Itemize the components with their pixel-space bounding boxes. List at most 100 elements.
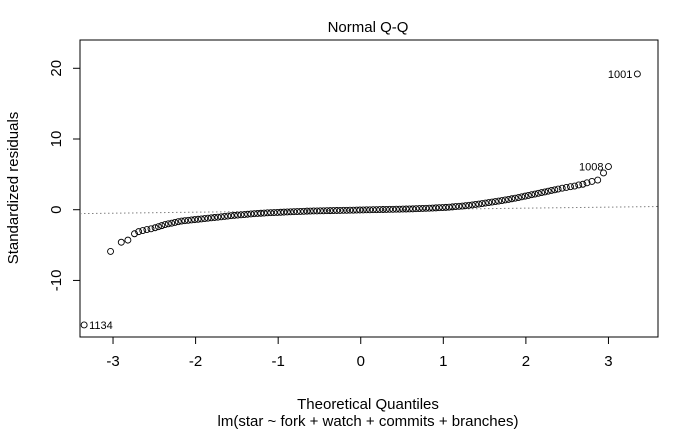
data-point bbox=[161, 221, 169, 229]
data-point bbox=[247, 210, 255, 218]
x-tick-label: -2 bbox=[189, 353, 202, 370]
data-point bbox=[406, 205, 413, 213]
data-point bbox=[356, 206, 364, 214]
data-point bbox=[320, 207, 328, 215]
data-point bbox=[448, 203, 456, 211]
data-point bbox=[505, 195, 512, 203]
data-point bbox=[481, 199, 489, 207]
data-point bbox=[188, 216, 195, 224]
y-axis: -10 0 10 20 bbox=[48, 60, 80, 291]
data-point bbox=[339, 206, 347, 214]
data-point bbox=[323, 207, 331, 215]
data-point bbox=[541, 188, 549, 196]
data-point bbox=[399, 205, 407, 213]
data-point bbox=[207, 214, 215, 222]
data-point bbox=[260, 209, 268, 217]
data-point bbox=[240, 211, 248, 218]
data-point bbox=[316, 207, 324, 215]
y-tick-label: -10 bbox=[48, 270, 65, 292]
data-point bbox=[442, 203, 450, 211]
data-point bbox=[633, 70, 641, 78]
y-tick-label: 10 bbox=[48, 131, 65, 148]
data-point bbox=[257, 209, 265, 217]
data-point bbox=[244, 210, 252, 218]
data-point bbox=[600, 169, 607, 177]
data-points bbox=[80, 70, 641, 329]
data-point bbox=[455, 202, 463, 210]
data-point bbox=[107, 247, 115, 255]
data-point bbox=[171, 218, 179, 226]
data-point bbox=[290, 208, 298, 216]
data-point bbox=[131, 230, 138, 238]
data-point bbox=[554, 185, 562, 193]
data-point bbox=[402, 205, 410, 213]
data-point bbox=[287, 208, 295, 216]
data-point bbox=[475, 200, 483, 208]
x-tick-label: 2 bbox=[522, 353, 530, 370]
data-point bbox=[551, 186, 559, 194]
data-point bbox=[575, 181, 583, 189]
x-axis-title: Theoretical Quantiles bbox=[297, 396, 439, 413]
data-point bbox=[217, 213, 225, 221]
data-point bbox=[579, 180, 587, 188]
data-point bbox=[224, 212, 232, 220]
data-point bbox=[495, 197, 503, 205]
data-point bbox=[465, 201, 473, 209]
data-point bbox=[508, 195, 516, 203]
data-point bbox=[538, 189, 546, 197]
data-point bbox=[227, 212, 235, 220]
data-point bbox=[534, 189, 542, 197]
data-point bbox=[515, 194, 522, 202]
data-point bbox=[485, 199, 493, 207]
data-point bbox=[164, 220, 172, 228]
data-point bbox=[139, 227, 147, 235]
data-point bbox=[412, 205, 420, 213]
data-point bbox=[567, 183, 574, 191]
data-point bbox=[346, 206, 354, 214]
data-point bbox=[583, 179, 591, 187]
data-point bbox=[521, 192, 529, 200]
data-point bbox=[501, 196, 509, 204]
data-point bbox=[194, 215, 202, 223]
outlier-label: 1001 bbox=[608, 69, 632, 81]
data-point bbox=[524, 191, 532, 199]
chart-subtitle: lm(star ~ fork + watch + commits + branc… bbox=[218, 413, 519, 430]
data-point bbox=[263, 209, 271, 217]
data-point bbox=[498, 197, 506, 204]
data-point bbox=[366, 206, 374, 214]
data-point bbox=[254, 210, 261, 217]
data-point bbox=[204, 214, 212, 222]
data-point bbox=[174, 218, 182, 226]
data-point bbox=[250, 210, 258, 218]
data-point bbox=[201, 215, 209, 223]
x-tick-label: -1 bbox=[271, 353, 284, 370]
data-point bbox=[415, 205, 423, 213]
data-point bbox=[300, 207, 308, 215]
data-point bbox=[452, 203, 460, 211]
x-axis: -3 -2 -1 0 1 2 3 bbox=[106, 337, 613, 370]
data-point bbox=[154, 223, 162, 231]
data-point bbox=[409, 205, 417, 213]
x-tick-label: 1 bbox=[439, 353, 447, 370]
data-point bbox=[124, 236, 132, 244]
data-point bbox=[191, 216, 199, 224]
x-tick-label: 3 bbox=[604, 353, 612, 370]
data-point bbox=[211, 214, 219, 221]
data-point bbox=[605, 163, 612, 171]
data-point bbox=[234, 211, 242, 219]
data-point bbox=[468, 201, 476, 209]
plot-area-frame bbox=[79, 39, 659, 338]
data-point bbox=[462, 202, 470, 210]
data-point bbox=[336, 206, 344, 214]
data-point bbox=[267, 209, 275, 217]
point-labels: 1134 1008 1001 bbox=[89, 69, 632, 332]
data-point bbox=[544, 187, 552, 195]
data-point bbox=[197, 215, 205, 223]
data-point bbox=[181, 217, 189, 225]
data-point bbox=[143, 226, 151, 233]
data-point bbox=[372, 206, 380, 214]
data-point bbox=[419, 204, 427, 212]
data-point bbox=[178, 217, 186, 225]
data-point bbox=[237, 211, 245, 219]
